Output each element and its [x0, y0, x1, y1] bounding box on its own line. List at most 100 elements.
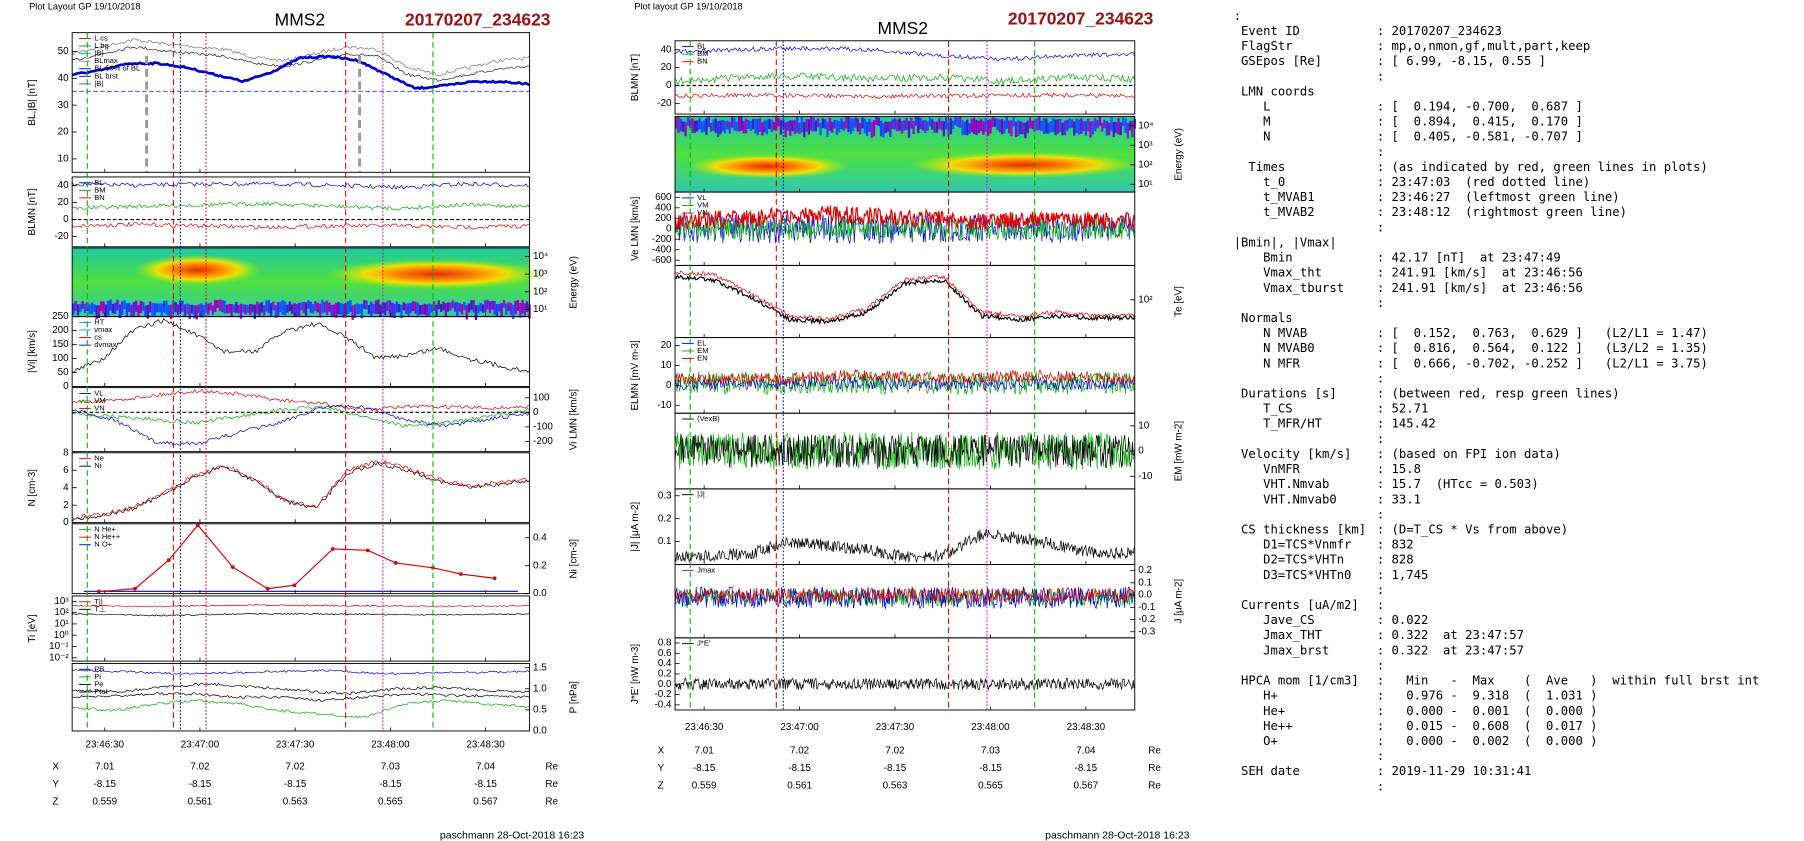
spectrogram-noise: [423, 303, 426, 315]
spectrogram-noise: [151, 303, 154, 318]
spectrogram-noise: [132, 301, 136, 317]
y-tick-label: 0: [666, 380, 672, 391]
y-tick-label: 10²: [54, 607, 69, 618]
spectrogram-noise: [381, 301, 385, 314]
panel-frame: [71, 176, 531, 248]
trace: [674, 45, 1136, 62]
spectrogram-noise: [961, 120, 964, 136]
spectrogram-noise: [1091, 121, 1095, 135]
y-tick-label: 0.8: [658, 638, 672, 649]
row-value: 0.567: [1074, 780, 1099, 791]
info-key: VHT.Nmvab: [1234, 477, 1330, 491]
spectrogram-noise: [728, 121, 731, 134]
spectrogram-noise: [195, 305, 198, 320]
legend-label: VM: [94, 396, 105, 405]
info-value: : 52.71: [1377, 402, 1429, 416]
info-value: : 42.17 [nT] at 23:47:49: [1377, 251, 1561, 265]
spectrogram-noise: [509, 303, 513, 315]
info-key: Bmin: [1234, 251, 1293, 265]
info-value: : [ 0.666, -0.702, -0.252 ] (L2/L1 = 3.7…: [1377, 356, 1708, 370]
spectrogram-noise: [842, 121, 845, 131]
sample-dot: [230, 565, 235, 569]
info-value: : (based on FPI ion data): [1377, 447, 1561, 461]
spectrogram-noise: [135, 300, 138, 312]
spectrogram-noise: [398, 304, 401, 313]
spectrogram-noise: [1061, 122, 1064, 136]
spectrogram-noise: [232, 304, 236, 313]
spectrogram-noise: [449, 302, 452, 311]
y-axis-label: P [nPa]: [568, 681, 579, 713]
legend-label: VM: [697, 200, 708, 209]
row-value: 0.559: [92, 797, 117, 808]
y-tick-label: 600: [655, 192, 672, 203]
trace: [72, 201, 530, 211]
spectrogram-noise: [283, 301, 287, 316]
spectrogram-noise: [805, 118, 808, 132]
spectrogram-noise: [1054, 119, 1057, 136]
spectrogram-noise: [176, 304, 180, 315]
y-tick-label: 10¹: [533, 304, 548, 315]
spectrogram-noise: [325, 300, 329, 316]
spectrogram-noise: [865, 121, 869, 136]
spectrogram-noise: [267, 300, 271, 314]
spectrogram-noise: [903, 120, 906, 131]
spectrogram-noise: [481, 304, 485, 313]
spectrogram-noise: [1019, 121, 1022, 135]
y-axis-label: ELMN [mV m-3]: [630, 340, 641, 410]
spectrogram-noise: [817, 118, 820, 128]
y-axis-label: EM [mW m-2]: [1174, 421, 1185, 482]
spectrogram-noise: [919, 117, 922, 129]
spectrogram-noise: [884, 121, 887, 134]
legend-label: N O+: [94, 540, 112, 549]
info-key: Normals: [1234, 311, 1293, 325]
legend-label: vmax: [94, 325, 112, 334]
trace: [71, 181, 530, 190]
spectrogram-noise: [144, 305, 147, 316]
y-axis-label: |J| [μA m-2]: [630, 502, 641, 552]
spectrogram-noise: [321, 299, 324, 314]
row-value: -8.15: [693, 763, 716, 774]
spectrogram-noise: [79, 304, 82, 313]
spectrogram-noise: [386, 300, 389, 311]
legend-label: VN: [94, 404, 104, 413]
spectrogram-noise: [886, 121, 890, 132]
spectrogram-noise: [328, 302, 331, 312]
row-value: 7.04: [476, 762, 496, 773]
spectrogram-noise: [181, 300, 184, 312]
spectrogram-noise: [900, 120, 904, 134]
trace: [72, 317, 530, 373]
y-tick-label: 100: [52, 353, 69, 364]
spectrogram-noise: [756, 119, 759, 136]
spectrogram-noise: [1042, 118, 1046, 134]
spectrogram-noise: [109, 299, 112, 311]
spectrogram-noise: [186, 303, 189, 314]
spectrogram-noise: [861, 117, 864, 129]
spectrogram-noise: [789, 120, 792, 136]
spectrogram-noise: [437, 300, 440, 310]
info-key: Currents [uA/m2]: [1234, 598, 1359, 612]
row-label: Y: [52, 779, 59, 790]
trace: [71, 221, 530, 230]
spectrogram-noise: [391, 302, 394, 318]
spectrogram-noise: [300, 302, 303, 311]
spectrogram-noise: [996, 118, 999, 131]
spectrogram-noise: [155, 303, 159, 313]
y-axis-label: Ni [cm-3]: [568, 539, 579, 579]
spectrogram-noise: [914, 116, 918, 126]
spectrogram-noise: [870, 122, 873, 138]
y-tick-label: 100: [533, 392, 550, 403]
spectrogram-noise: [679, 118, 683, 132]
spectrogram-noise: [444, 303, 447, 317]
spectrogram-noise: [1101, 122, 1104, 132]
spectrogram-noise: [898, 118, 901, 131]
y-tick-label: -20: [657, 98, 672, 109]
spectrogram-noise: [831, 121, 834, 133]
sample-dot: [166, 558, 171, 562]
info-value: : 0.976 - 9.318 ( 1.031 ): [1377, 689, 1598, 703]
spectrogram-noise: [353, 304, 357, 318]
spectrogram-noise: [111, 303, 115, 314]
spectrogram-noise: [840, 118, 843, 130]
row-value: -8.15: [189, 779, 212, 790]
spectrogram-noise: [76, 304, 80, 316]
y-tick-label: 0: [63, 381, 69, 392]
